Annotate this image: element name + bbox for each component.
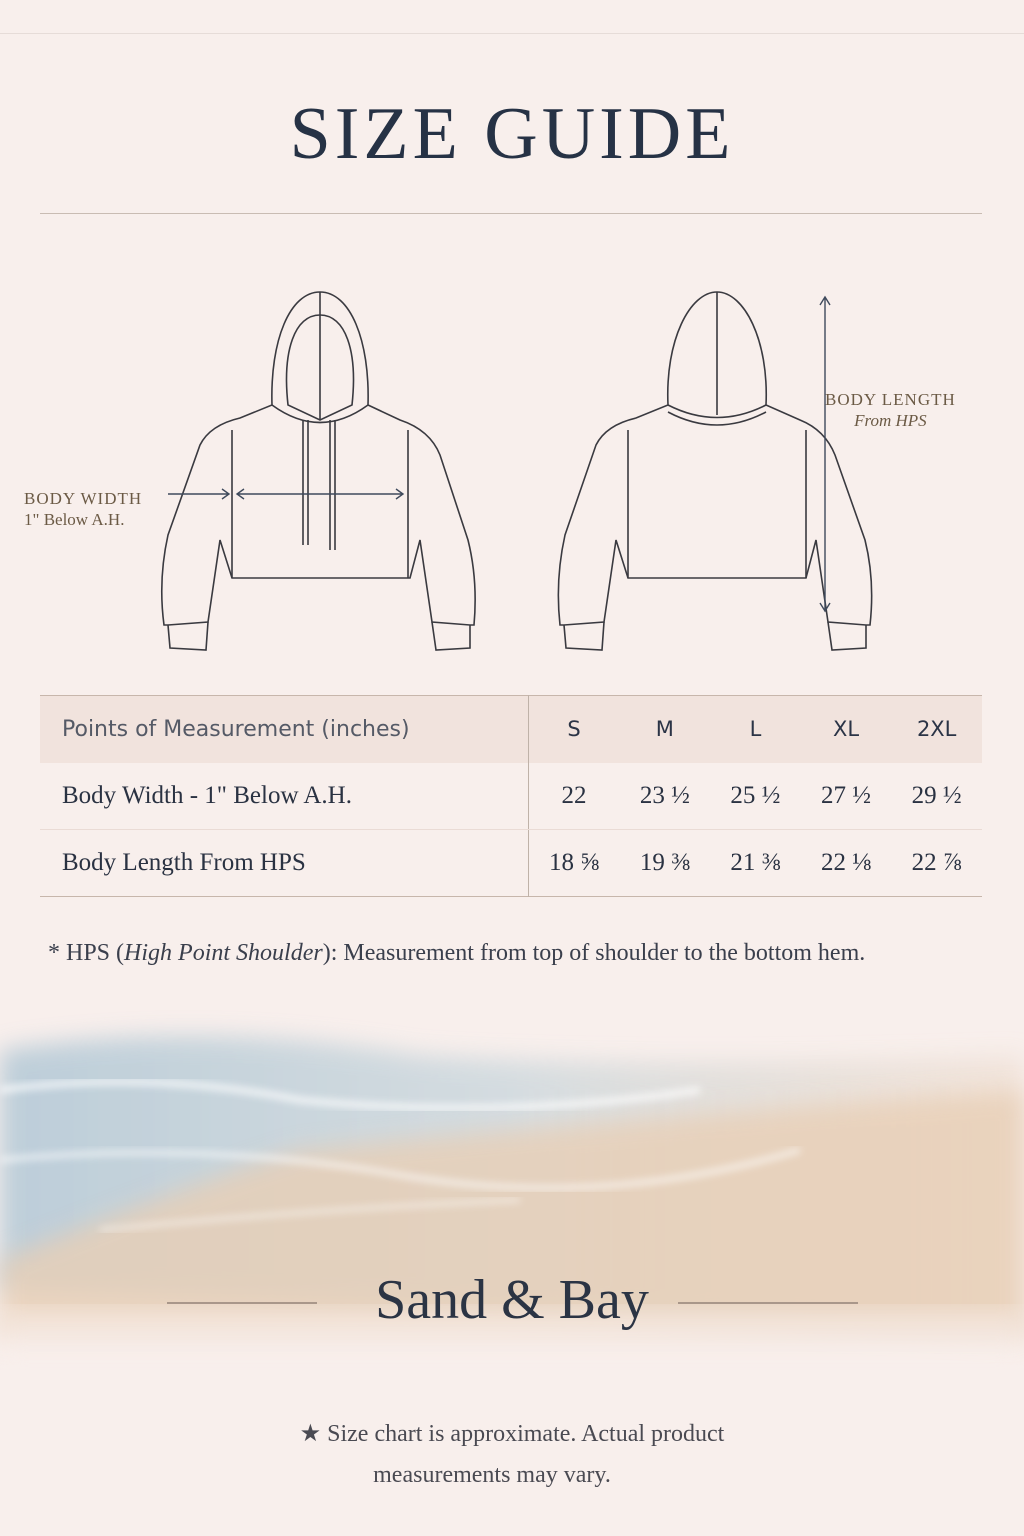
disclaimer-line-1: ★ Size chart is approximate. Actual prod…: [299, 1421, 725, 1447]
page-title: SIZE GUIDE: [289, 93, 735, 175]
cell: 27 ½: [800, 762, 892, 830]
table-header-row: Points of Measurement (inches) S M L XL …: [40, 695, 982, 763]
hoodie-back-illustration: [557, 291, 873, 651]
beach-watercolor-illustration: [0, 1036, 1024, 1370]
cell: 22 ⅛: [821, 849, 872, 876]
cell: 25 ½: [710, 762, 801, 830]
footnote-star: *: [48, 940, 60, 966]
header-size: M: [655, 717, 674, 742]
header-size: 2XL: [916, 717, 957, 742]
header-size: XL: [832, 717, 860, 742]
body-width-title: BODY WIDTH: [24, 489, 143, 508]
cell: 29 ½: [891, 762, 982, 830]
header-size: S: [567, 717, 581, 742]
measurement-arrows: [168, 295, 831, 613]
size-table: Points of Measurement (inches) S M L XL …: [40, 695, 982, 897]
cell: 22 ⅞: [911, 849, 962, 876]
brand-name: Sand & Bay: [375, 1269, 649, 1331]
hoodie-diagram: [160, 291, 873, 651]
body-width-label: BODY WIDTH 1" Below A.H.: [24, 488, 142, 530]
cell: 22: [528, 762, 620, 830]
footnote-text: : Measurement from top of shoulder to th…: [330, 940, 866, 966]
header-size: L: [749, 717, 762, 742]
footnote-abbr: HPS: [66, 940, 111, 966]
title-divider: [40, 213, 982, 214]
body-width-subtitle: 1" Below A.H.: [24, 510, 125, 529]
table-row: Body Width - 1" Below A.H. 22 23 ½ 25 ½ …: [40, 762, 982, 830]
body-length-label: BODY LENGTH From HPS: [825, 389, 956, 431]
hps-footnote: * HPS (High Point Shoulder): Measurement…: [48, 940, 866, 966]
footnote-italic: High Point Shoulder: [124, 940, 323, 966]
cell: 18 ⅝: [549, 849, 599, 876]
cell: 21 ⅜: [730, 849, 781, 876]
table-row: Body Length From HPS 18 ⅝ 19 ⅜ 21 ⅜ 22 ⅛…: [40, 829, 982, 897]
brand-left-line: [167, 1302, 317, 1304]
body-length-subtitle: From HPS: [854, 411, 927, 430]
body-length-title: BODY LENGTH: [825, 390, 956, 409]
cell: 19 ⅜: [639, 849, 690, 876]
top-divider: [0, 33, 1024, 34]
row-label: Body Length From HPS: [40, 829, 529, 897]
disclaimer: ★ Size chart is approximate. Actual prod…: [0, 1414, 1024, 1496]
cell: 23 ½: [619, 762, 711, 830]
hoodie-front-illustration: [160, 291, 476, 651]
brand-right-line: [678, 1302, 858, 1304]
disclaimer-line-2: measurements may vary.: [373, 1462, 611, 1488]
row-label: Body Width - 1" Below A.H.: [40, 762, 529, 830]
header-points-of-measurement: Points of Measurement (inches): [40, 695, 529, 763]
